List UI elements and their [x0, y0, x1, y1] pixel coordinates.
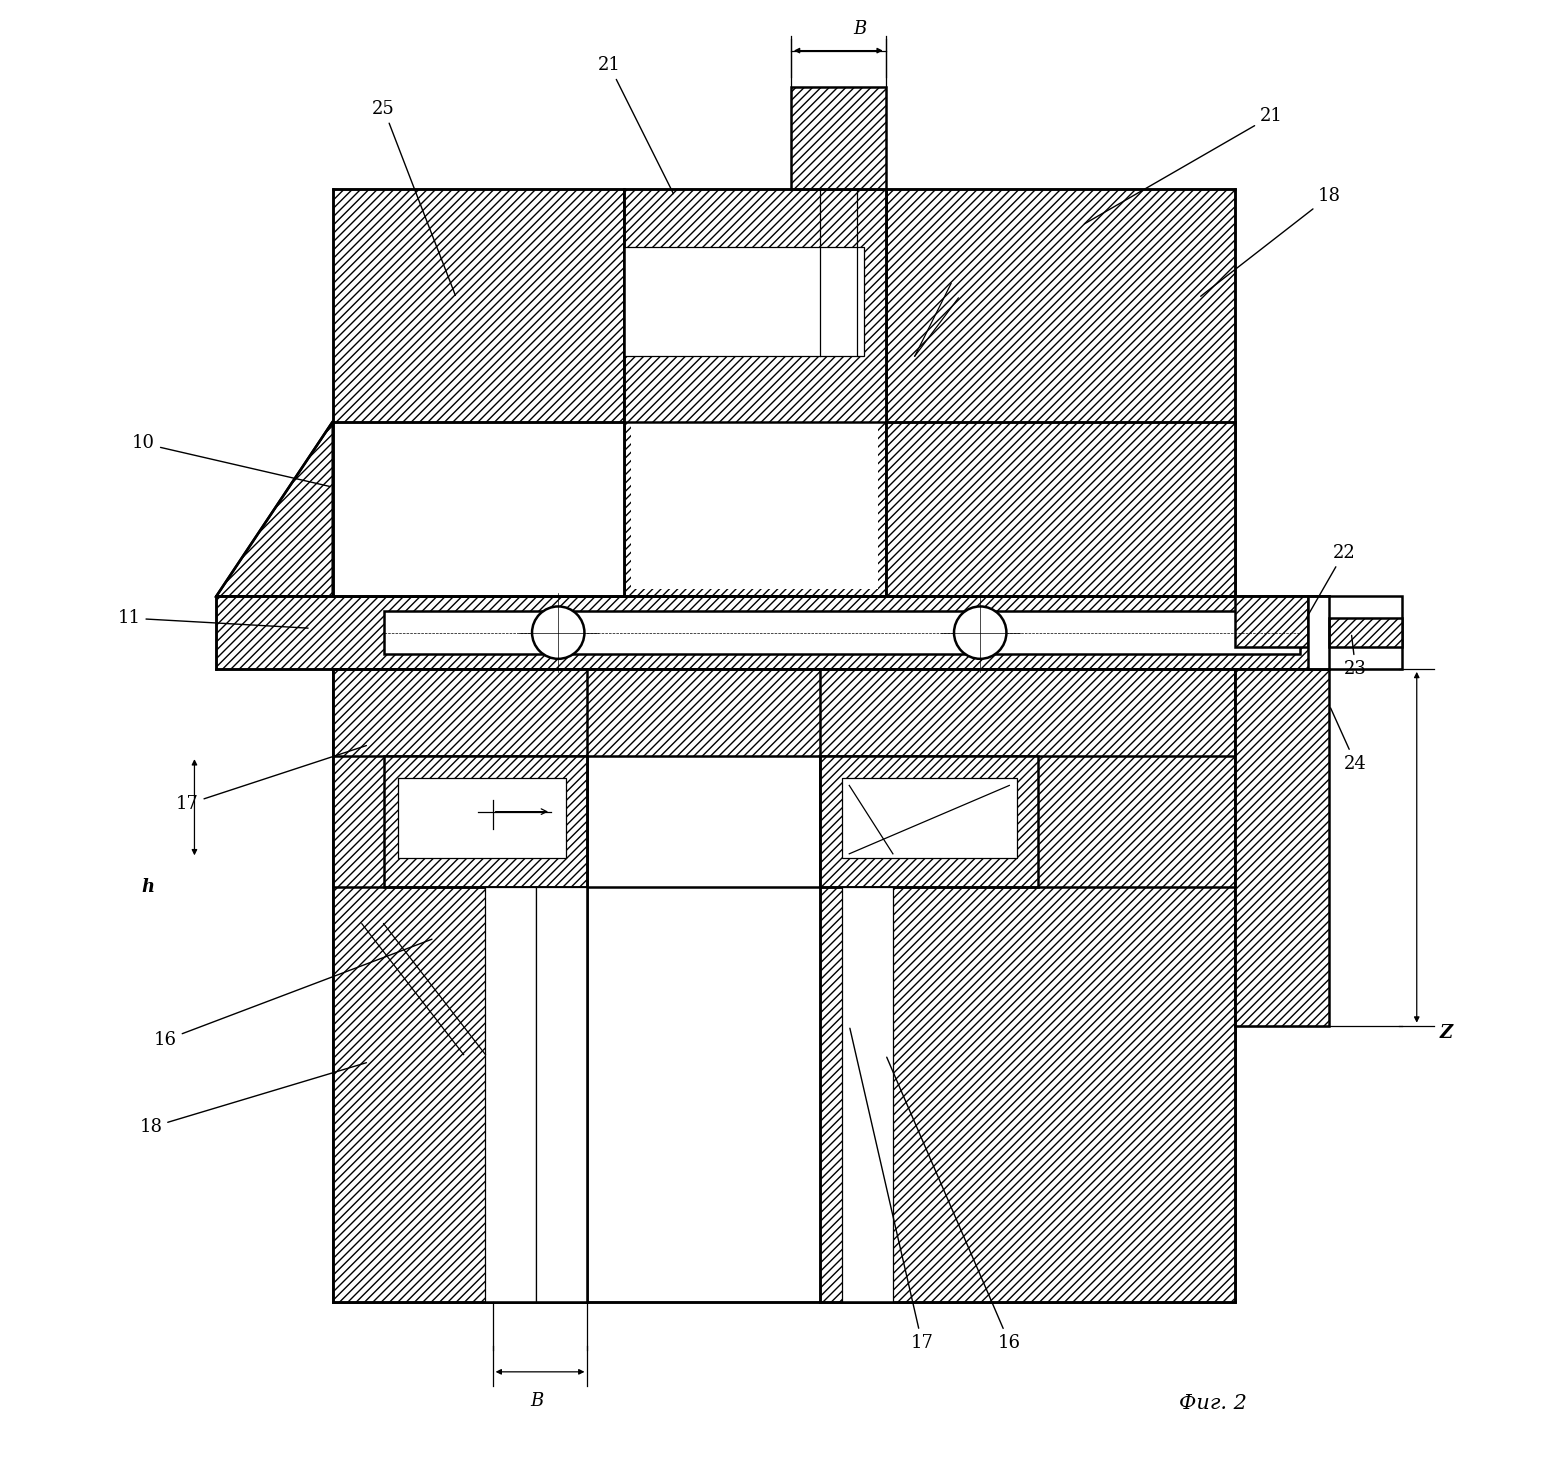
Text: В: В — [530, 1393, 544, 1410]
Bar — [842, 887, 893, 1302]
Text: 21: 21 — [1084, 107, 1283, 223]
Text: 10: 10 — [132, 435, 329, 486]
Circle shape — [954, 607, 1006, 658]
Bar — [332, 668, 1235, 1302]
Bar — [820, 668, 1235, 1302]
Text: 24: 24 — [1331, 708, 1367, 773]
Text: Фиг. 2: Фиг. 2 — [1179, 1394, 1247, 1413]
Text: 17: 17 — [175, 746, 367, 814]
Bar — [885, 422, 1235, 596]
Bar — [1329, 618, 1402, 648]
Text: 23: 23 — [1345, 636, 1367, 679]
Bar — [332, 668, 1235, 757]
Text: 21: 21 — [598, 56, 674, 194]
Text: Z: Z — [1440, 1024, 1452, 1042]
Circle shape — [533, 607, 584, 658]
Bar — [536, 887, 587, 1302]
Bar — [790, 87, 885, 190]
Text: h: h — [141, 878, 154, 896]
Bar — [631, 422, 879, 589]
Bar — [1235, 668, 1329, 1025]
Text: 16: 16 — [887, 1058, 1020, 1351]
Bar — [398, 779, 565, 858]
Text: 22: 22 — [1306, 544, 1356, 618]
Bar — [1308, 596, 1402, 668]
Bar — [624, 247, 863, 355]
Bar — [842, 779, 1017, 858]
Text: 17: 17 — [849, 1028, 933, 1351]
Bar — [486, 887, 536, 1302]
Bar — [624, 190, 885, 596]
Text: 18: 18 — [140, 1062, 367, 1137]
Text: 25: 25 — [373, 100, 455, 295]
Bar — [820, 757, 1039, 887]
Polygon shape — [216, 422, 332, 596]
Text: 11: 11 — [118, 610, 307, 629]
Bar — [384, 611, 1300, 655]
Bar — [885, 190, 1235, 596]
Bar — [216, 596, 1329, 668]
Bar — [332, 190, 624, 596]
Bar — [384, 757, 587, 887]
Bar — [332, 422, 624, 596]
Bar — [332, 668, 587, 1302]
Text: 18: 18 — [1200, 187, 1340, 297]
Text: 16: 16 — [154, 939, 432, 1049]
Bar — [1235, 596, 1308, 648]
Text: В: В — [853, 19, 867, 38]
